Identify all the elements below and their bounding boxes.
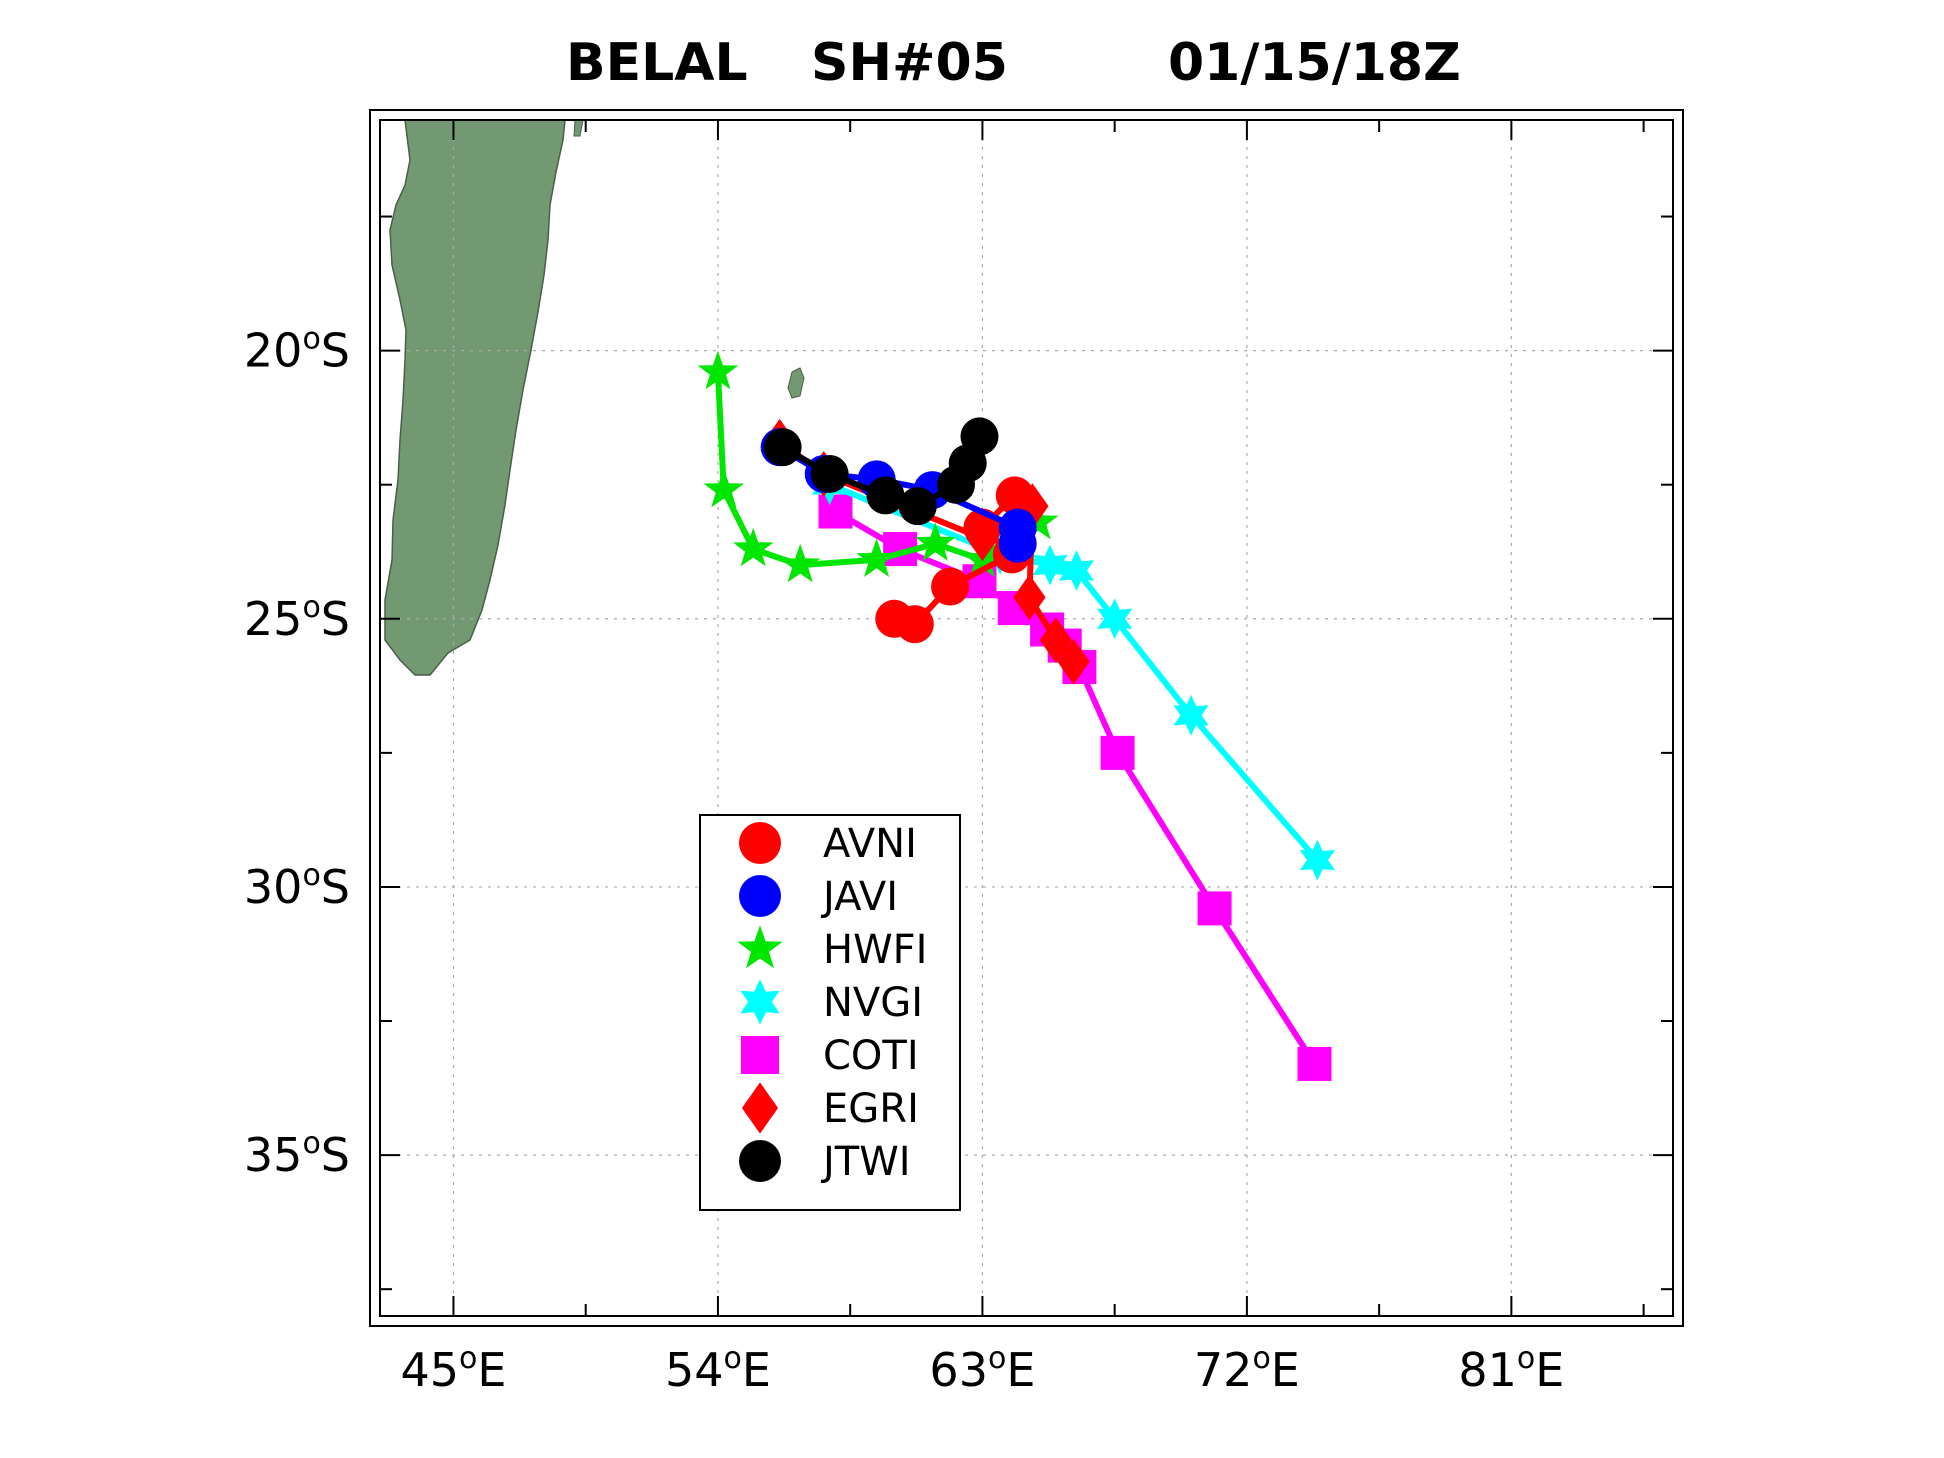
track-point-nvgi (1299, 839, 1336, 881)
track-point-hwfi (856, 538, 897, 577)
track-point-coti (1197, 891, 1232, 926)
legend-label-nvgi: NVGI (823, 980, 923, 1026)
x-tick-label-54: 54oE (665, 1341, 771, 1397)
legend-label-jtwi: JTWI (820, 1139, 911, 1185)
track-point-nvgi (1173, 694, 1209, 736)
legend-marker-javi (739, 875, 781, 917)
legend-marker-nvgi (740, 979, 780, 1025)
track-avni (875, 476, 1034, 644)
track-jtwi (763, 417, 999, 526)
track-point-egri (1013, 574, 1046, 621)
legend-marker-avni (739, 822, 781, 864)
x-tick-label-72: 72oE (1194, 1341, 1300, 1397)
track-point-hwfi (780, 543, 821, 583)
reunion-islet (573, 120, 584, 137)
grid-lines (380, 120, 1673, 1316)
track-point-nvgi (1097, 598, 1133, 640)
track-point-hwfi (915, 522, 956, 561)
y-tick-label-20: 20oS (244, 322, 350, 378)
y-axis-labels: 20oS 25oS 30oS 35oS (244, 322, 350, 1182)
legend-label-hwfi: HWFI (823, 927, 927, 973)
track-point-egri (1016, 483, 1049, 530)
plot-frame-outer (369, 109, 1684, 1327)
track-point-jtwi (763, 428, 802, 467)
track-point-avni (995, 476, 1034, 515)
chart-title-time: 01/15/18Z (1168, 33, 1461, 93)
track-point-egri (1057, 638, 1090, 685)
madagascar-landmass (384, 120, 566, 676)
legend-label-avni: AVNI (823, 821, 917, 867)
legend-marker-jtwi (739, 1140, 781, 1182)
x-tick-label-45: 45oE (400, 1341, 506, 1397)
chart-title-id: SH#05 (811, 33, 1008, 93)
y-tick-label-25: 25oS (244, 590, 350, 646)
track-point-avni (931, 567, 970, 606)
x-tick-label-63: 63oE (929, 1341, 1035, 1397)
axis-ticks (380, 120, 1673, 1316)
legend-marker-egri (741, 1082, 779, 1134)
track-point-javi (998, 524, 1037, 563)
y-tick-label-35: 35oS (244, 1126, 350, 1182)
track-point-coti (1297, 1046, 1332, 1081)
legend-label-coti: COTI (823, 1033, 919, 1079)
x-tick-label-81: 81oE (1458, 1341, 1564, 1397)
legend-marker-hwfi (737, 925, 783, 969)
storm-tracks (697, 350, 1336, 1081)
plot-area (380, 120, 1673, 1316)
legend-label-javi: JAVI (820, 874, 898, 920)
legend-label-egri: EGRI (823, 1086, 919, 1132)
track-point-jtwi (898, 487, 937, 526)
track-point-egri (1039, 617, 1073, 664)
track-point-jtwi (866, 476, 905, 515)
track-point-coti (818, 494, 853, 529)
y-tick-label-30: 30oS (244, 858, 350, 914)
legend: AVNI JAVI HWFI NVGI COTI EGRI JTWI (699, 814, 961, 1211)
track-point-jtwi (960, 417, 999, 456)
track-point-hwfi (697, 350, 739, 390)
track-point-coti (1100, 735, 1135, 770)
track-point-avni (875, 599, 914, 638)
plot-frame-inner (379, 119, 1674, 1317)
track-point-hwfi (703, 468, 744, 508)
track-point-nvgi (1032, 544, 1068, 586)
track-point-nvgi (1058, 550, 1095, 591)
legend-marker-coti (741, 1036, 779, 1074)
track-point-hwfi (733, 527, 774, 567)
mauritius-island (787, 367, 805, 399)
chart-title-storm: BELAL (566, 33, 748, 93)
x-axis-labels: 45oE 54oE 63oE 72oE 81oE (400, 1341, 1564, 1397)
track-point-jtwi (810, 454, 849, 493)
